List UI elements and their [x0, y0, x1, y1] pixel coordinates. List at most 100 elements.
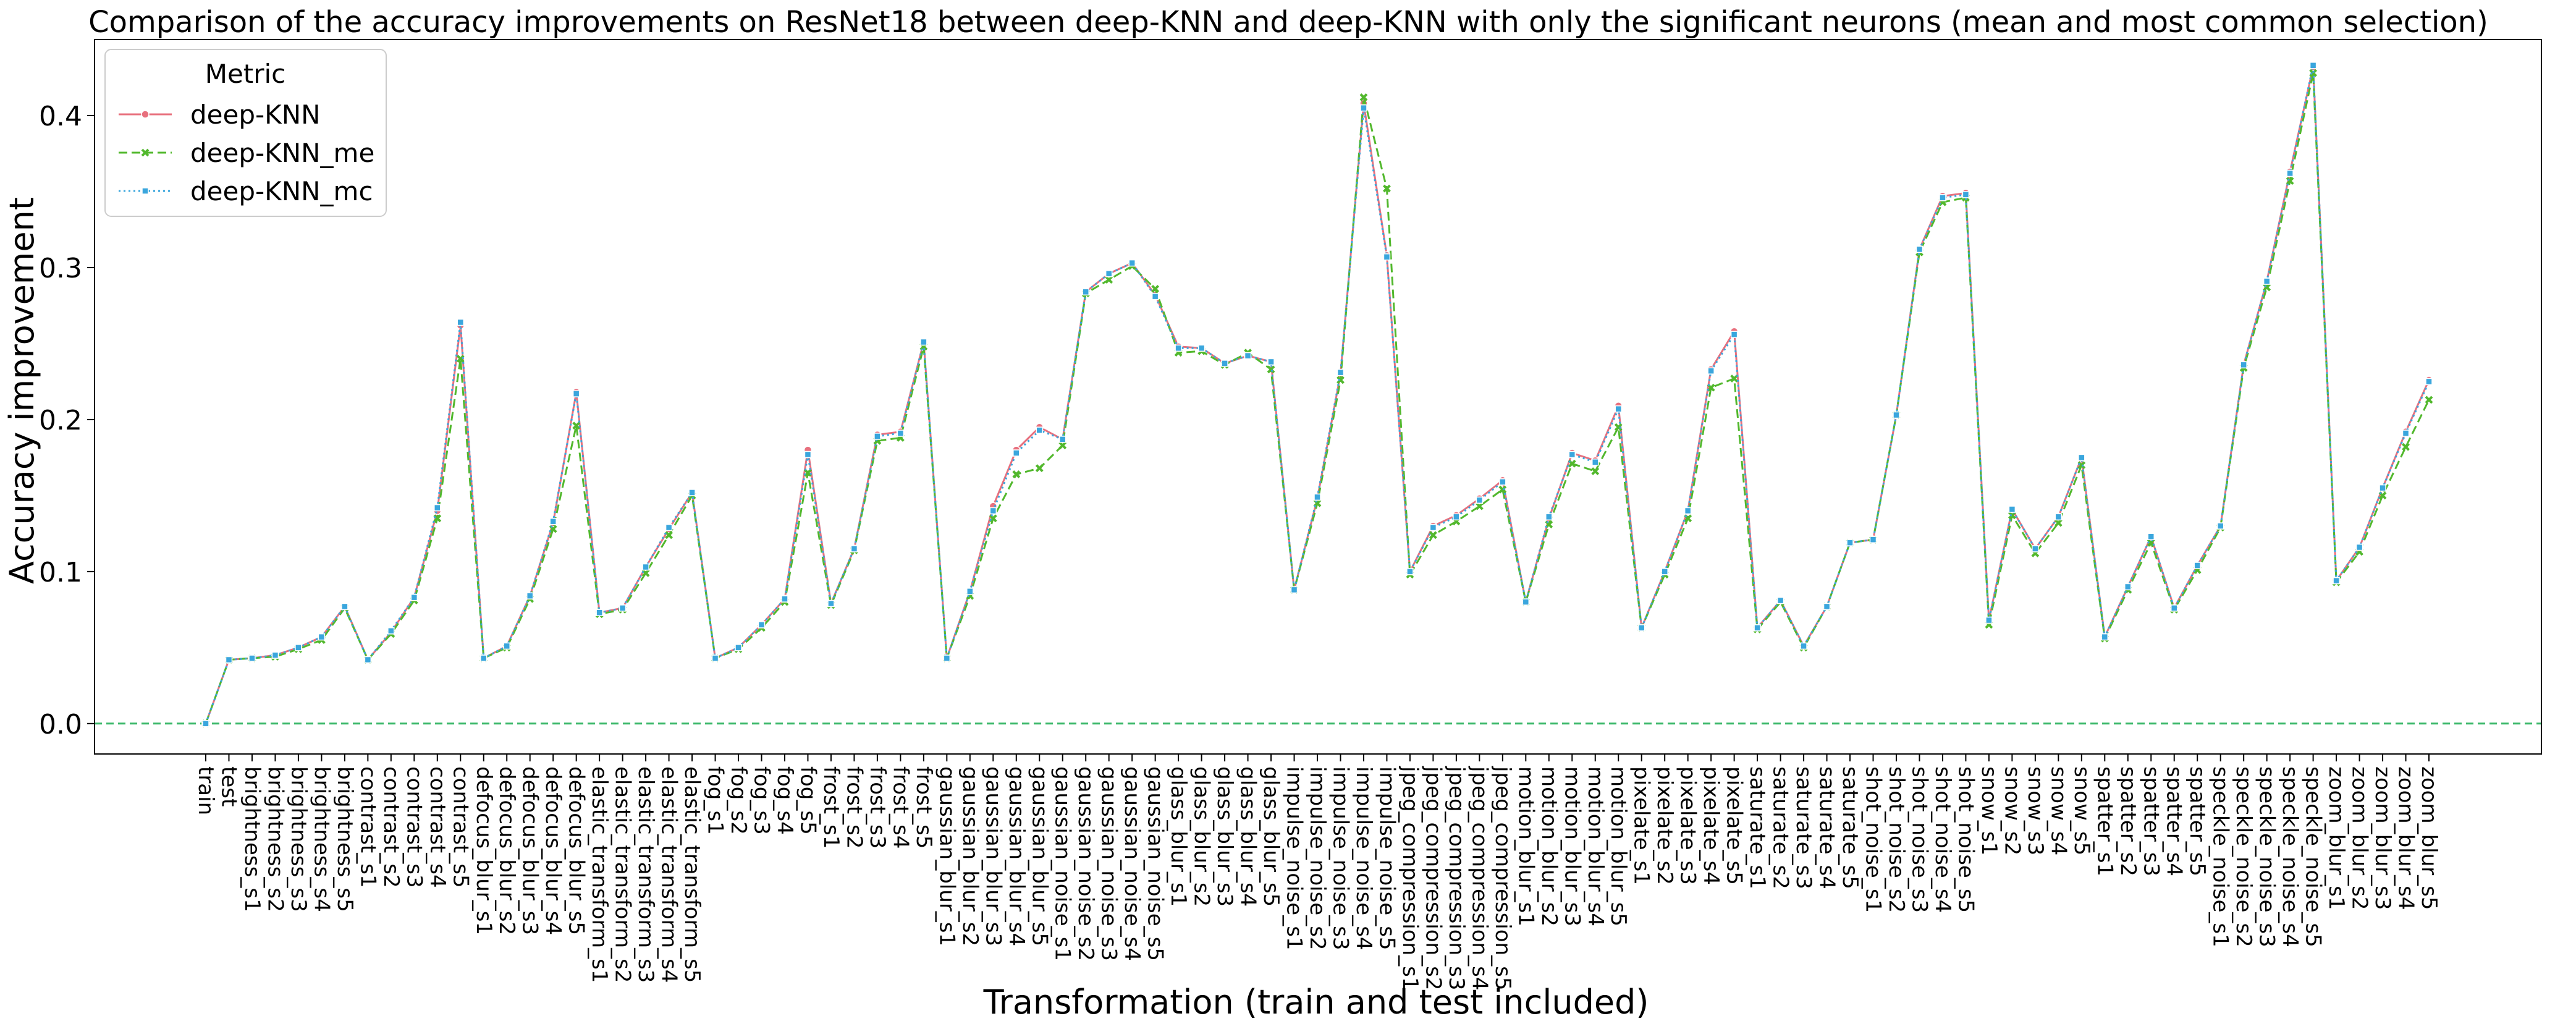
data-point	[2054, 519, 2063, 527]
x-tick-label: snow_s3	[2023, 766, 2048, 855]
data-point	[758, 621, 766, 629]
data-point	[1197, 344, 1206, 352]
data-point	[1498, 485, 1507, 494]
x-tick-label: speckle_noise_s2	[2231, 766, 2256, 947]
x-tick-label: defocus_blur_s3	[518, 766, 543, 935]
x-tick-label: spatter_s3	[2139, 766, 2163, 876]
x-tick-label: zoom_blur_s3	[2370, 766, 2395, 910]
data-point	[1429, 531, 1437, 540]
x-tick-label: elastic_transform_s5	[680, 766, 704, 983]
x-tick-label: defocus_blur_s1	[471, 766, 496, 935]
data-point	[1591, 467, 1600, 475]
data-point	[1013, 449, 1020, 457]
x-tick-label: frost_s5	[911, 766, 936, 849]
x-tick-label: glass_blur_s1	[1166, 766, 1191, 907]
x-tick-label: gaussian_blur_s3	[981, 766, 1005, 946]
data-point	[2286, 169, 2294, 177]
y-tick-label: 0.3	[39, 253, 82, 284]
data-point	[225, 656, 233, 664]
data-point	[2402, 430, 2410, 437]
data-point	[1915, 245, 1924, 253]
data-point	[966, 588, 974, 595]
data-point	[526, 592, 534, 599]
data-point	[2379, 484, 2386, 492]
data-point	[641, 569, 650, 577]
x-tick-label: gaussian_blur_s1	[934, 766, 959, 946]
x-tick-label: jpeg_compression_s2	[1421, 766, 1445, 990]
data-point	[2008, 506, 2016, 513]
data-point	[572, 421, 581, 430]
data-point	[943, 654, 951, 662]
x-tick-label: shot_noise_s1	[1861, 766, 1886, 913]
data-point	[141, 110, 150, 119]
data-point	[1684, 507, 1692, 515]
data-point	[989, 507, 997, 515]
data-point	[1475, 502, 1484, 510]
x-tick-label: snow_s2	[2000, 766, 2024, 855]
data-point	[2147, 533, 2155, 541]
data-point	[1082, 288, 1089, 296]
data-point	[2355, 543, 2363, 551]
data-point	[2240, 361, 2247, 369]
data-point	[1035, 464, 1044, 473]
data-point	[1592, 459, 1599, 466]
x-tick-label: saturate_s5	[1838, 766, 1862, 889]
data-point	[1290, 586, 1298, 594]
x-tick-label: motion_blur_s5	[1606, 766, 1631, 926]
x-tick-label: frost_s3	[865, 766, 890, 849]
x-tick-label: saturate_s4	[1815, 766, 1839, 889]
data-point	[1036, 426, 1043, 434]
data-point	[2124, 583, 2132, 591]
data-point	[665, 531, 673, 540]
data-point	[874, 433, 881, 440]
data-point	[1429, 523, 1437, 531]
legend: Metric deep-KNN deep-KNN_me deep-KNN_mc	[104, 49, 387, 217]
x-tick-label: impulse_noise_s1	[1282, 766, 1307, 951]
x-tick-label: gaussian_noise_s4	[1120, 766, 1144, 961]
data-point	[2170, 604, 2178, 612]
data-point	[1267, 365, 1275, 374]
legend-label: deep-KNN_me	[190, 138, 374, 168]
x-tick-label: contrast_s1	[355, 766, 380, 888]
data-point	[2309, 69, 2318, 77]
data-point	[711, 654, 719, 662]
x-tick-label: brightness_s3	[286, 766, 311, 912]
data-point	[781, 595, 788, 603]
x-tick-label: fog_s5	[795, 766, 820, 835]
data-point	[549, 517, 557, 525]
x-tick-label: motion_blur_s3	[1560, 766, 1584, 926]
x-tick-label: zoom_blur_s1	[2324, 766, 2349, 910]
x-tick-label: fog_s4	[772, 766, 797, 835]
series-line	[205, 72, 2430, 724]
data-point	[480, 654, 488, 662]
data-point	[688, 489, 696, 496]
data-point	[1105, 276, 1113, 284]
x-tick-label: elastic_transform_s3	[633, 766, 658, 983]
x-axis: traintestbrightness_s1brightness_s2brigh…	[193, 754, 2441, 990]
data-point	[456, 355, 465, 363]
x-tick-label: glass_blur_s3	[1212, 766, 1237, 907]
data-point	[1359, 93, 1368, 101]
data-point	[642, 563, 649, 571]
data-point	[2309, 62, 2317, 69]
x-tick-label: contrast_s4	[425, 766, 450, 888]
series-line	[205, 64, 2430, 724]
data-point	[1105, 270, 1113, 277]
x-tick-label: gaussian_blur_s5	[1027, 766, 1052, 946]
data-point	[364, 656, 372, 664]
x-tick-label: speckle_noise_s4	[2278, 766, 2302, 947]
data-point	[1730, 331, 1738, 338]
data-point	[202, 720, 209, 727]
data-point	[1846, 539, 1854, 546]
x-tick-label: gaussian_blur_s2	[958, 766, 982, 946]
data-point	[1267, 358, 1275, 366]
data-point	[141, 148, 150, 157]
data-point	[2425, 378, 2433, 386]
data-point	[1707, 367, 1715, 375]
data-point	[897, 430, 905, 437]
data-point	[1058, 436, 1066, 443]
legend-label: deep-KNN	[190, 100, 321, 130]
x-tick-label: snow_s5	[2069, 766, 2094, 855]
x-tick-label: defocus_blur_s5	[564, 766, 589, 935]
x-tick-label: elastic_transform_s4	[657, 766, 682, 983]
